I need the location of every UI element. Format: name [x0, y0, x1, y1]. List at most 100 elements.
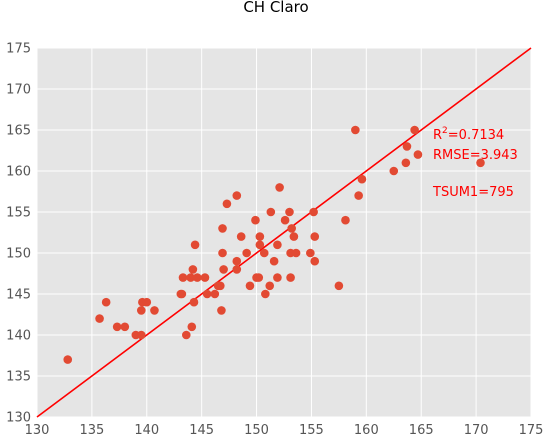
data-point	[275, 183, 284, 192]
y-tick-labels: 130 135 140 145 150 155 160 165 170 175	[6, 42, 31, 426]
data-point	[286, 273, 295, 282]
data-point	[410, 125, 419, 135]
x-tick-label: 160	[354, 423, 379, 438]
data-point	[202, 289, 212, 299]
x-tick-label: 130	[25, 423, 50, 438]
data-point	[310, 256, 320, 266]
data-point	[186, 273, 195, 282]
y-tick-label: 145	[6, 288, 31, 303]
data-point	[101, 297, 111, 307]
data-point	[120, 322, 130, 332]
data-point	[254, 273, 264, 282]
data-point	[413, 150, 423, 159]
one-to-one-line	[36, 47, 532, 418]
x-tick-label: 150	[244, 423, 269, 438]
r-squared-prefix: R	[433, 128, 442, 143]
data-point	[266, 207, 276, 217]
data-point	[217, 306, 226, 315]
data-point	[285, 207, 294, 217]
data-point	[269, 256, 279, 266]
data-point	[150, 306, 159, 315]
data-point	[216, 281, 225, 291]
data-point	[401, 158, 411, 168]
y-tick-label: 165	[6, 124, 31, 139]
data-point	[389, 166, 399, 176]
data-point	[334, 281, 344, 291]
data-point	[265, 281, 275, 291]
data-point	[188, 265, 198, 274]
data-point	[232, 191, 242, 200]
grid-lines	[36, 47, 532, 418]
data-point	[200, 273, 210, 282]
tsum-annotation: TSUM1=795	[432, 185, 514, 200]
data-point	[259, 248, 269, 258]
data-point	[177, 289, 187, 299]
data-point	[402, 142, 412, 151]
data-point	[251, 215, 260, 225]
r-squared-value: =0.7134	[448, 128, 504, 143]
data-point	[255, 232, 265, 241]
data-point	[289, 232, 299, 241]
y-tick-label: 170	[6, 83, 31, 98]
data-point	[219, 265, 228, 274]
data-point	[210, 289, 220, 299]
r-squared-annotation: R2=0.7134	[433, 126, 504, 143]
data-point	[357, 174, 367, 184]
reference-line-layer	[36, 47, 532, 418]
data-point	[192, 273, 202, 282]
data-point	[273, 273, 282, 282]
data-point	[63, 355, 73, 364]
x-tick-labels: 130 135 140 145 150 155 160 165 170 175	[25, 423, 544, 438]
data-point	[351, 125, 360, 135]
y-tick-label: 150	[6, 247, 31, 262]
y-tick-label: 175	[6, 42, 31, 57]
data-point	[222, 199, 232, 209]
data-point	[142, 297, 152, 307]
data-points	[63, 125, 485, 364]
data-point	[354, 191, 363, 200]
data-point	[181, 330, 191, 340]
y-tick-label: 155	[6, 206, 31, 221]
x-tick-label: 165	[409, 423, 434, 438]
data-point	[189, 297, 199, 307]
data-point	[218, 224, 227, 233]
data-point	[136, 330, 146, 340]
data-point	[190, 240, 200, 250]
data-point	[232, 265, 242, 274]
data-point	[280, 215, 290, 225]
r-squared-superscript: 2	[442, 126, 448, 136]
rmse-annotation: RMSE=3.943	[433, 148, 518, 163]
y-tick-label: 140	[6, 329, 31, 344]
x-tick-label: 145	[189, 423, 214, 438]
data-point	[261, 289, 270, 299]
data-point	[287, 224, 296, 233]
x-tick-label: 140	[134, 423, 159, 438]
data-point	[95, 314, 104, 323]
data-point	[476, 158, 485, 168]
data-point	[273, 240, 282, 250]
data-point	[236, 232, 246, 241]
data-point	[306, 248, 315, 258]
data-point	[255, 240, 265, 250]
data-point	[245, 281, 255, 291]
data-point	[232, 256, 242, 266]
x-tick-label: 170	[464, 423, 489, 438]
x-tick-label: 135	[79, 423, 104, 438]
data-point	[178, 273, 188, 282]
data-point	[112, 322, 122, 332]
chart-title: CH Claro	[243, 0, 308, 16]
x-tick-label: 175	[519, 423, 544, 438]
data-point	[136, 306, 146, 315]
data-point	[309, 207, 318, 217]
data-point	[310, 232, 320, 241]
data-point	[218, 248, 227, 258]
x-tick-label: 155	[299, 423, 324, 438]
y-tick-label: 160	[6, 165, 31, 180]
data-point	[187, 322, 197, 332]
data-point	[341, 215, 350, 225]
y-tick-label: 135	[6, 370, 31, 385]
y-tick-label: 130	[6, 411, 31, 426]
data-point	[242, 248, 251, 258]
data-point	[291, 248, 301, 258]
